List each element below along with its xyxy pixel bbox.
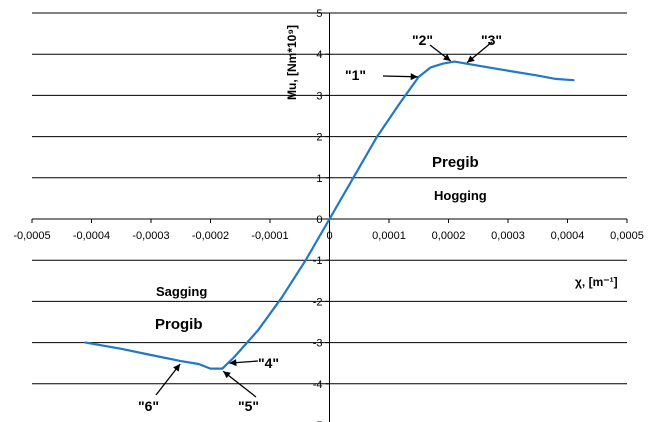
region-label-progib: Progib bbox=[155, 316, 203, 333]
y-tick-label: 0 bbox=[316, 214, 322, 226]
y-tick-label: 3 bbox=[316, 90, 322, 102]
annotation-arrowhead bbox=[173, 363, 181, 372]
annotation-arrowhead bbox=[467, 55, 475, 63]
annotation-label-4: "4" bbox=[258, 355, 279, 371]
x-tick-label: 0,0003 bbox=[491, 230, 525, 242]
x-tick-label: -0,0003 bbox=[132, 230, 169, 242]
x-tick-label: 0 bbox=[326, 230, 332, 242]
y-tick-label: 1 bbox=[316, 173, 322, 185]
y-tick-label: -3 bbox=[313, 338, 323, 350]
moment-curvature-series-line bbox=[84, 60, 575, 370]
y-tick-label: -1 bbox=[313, 255, 323, 267]
y-tick-label: 2 bbox=[316, 132, 322, 144]
annotation-arrowhead bbox=[223, 371, 231, 379]
annotation-arrowhead bbox=[410, 73, 418, 81]
region-label-hogging: Hogging bbox=[434, 188, 487, 203]
x-tick-label: -0,0001 bbox=[251, 230, 288, 242]
y-tick-label: -4 bbox=[313, 379, 323, 391]
y-axis-label: Mu, [Nm*10⁹] bbox=[285, 25, 299, 100]
x-tick-label: 0,0001 bbox=[372, 230, 406, 242]
region-label-sagging: Sagging bbox=[156, 284, 207, 299]
region-label-pregib: Pregib bbox=[432, 154, 479, 171]
y-tick-label: 4 bbox=[316, 49, 322, 61]
x-tick-label: 0,0004 bbox=[551, 230, 585, 242]
y-tick-label: -2 bbox=[313, 296, 323, 308]
y-tick-label: -5 bbox=[313, 420, 323, 422]
x-tick-label: -0,0002 bbox=[192, 230, 229, 242]
annotation-label-3: "3" bbox=[481, 32, 502, 48]
y-tick-labels: 5 4 3 2 1 0 -1 -2 -3 -4 -5 bbox=[313, 8, 323, 422]
annotation-arrows bbox=[155, 41, 493, 398]
x-tick-label: -0,0005 bbox=[13, 230, 50, 242]
annotation-arrowhead bbox=[229, 359, 237, 367]
annotation-label-2: "2" bbox=[412, 32, 433, 48]
y-tick-label: 5 bbox=[316, 8, 322, 20]
x-axis-label: χ, [m⁻¹] bbox=[575, 275, 618, 289]
x-tick-label: 0,0005 bbox=[610, 230, 644, 242]
x-tick-label: -0,0004 bbox=[73, 230, 110, 242]
annotation-label-5: "5" bbox=[238, 398, 259, 414]
x-tick-labels: -0,0005 -0,0004 -0,0003 -0,0002 -0,0001 0 0,00… bbox=[13, 230, 643, 242]
x-tick-label: 0,0002 bbox=[432, 230, 466, 242]
annotation-arrowhead bbox=[443, 53, 451, 62]
annotation-label-1: "1" bbox=[345, 67, 366, 83]
annotation-label-6: "6" bbox=[138, 398, 159, 414]
